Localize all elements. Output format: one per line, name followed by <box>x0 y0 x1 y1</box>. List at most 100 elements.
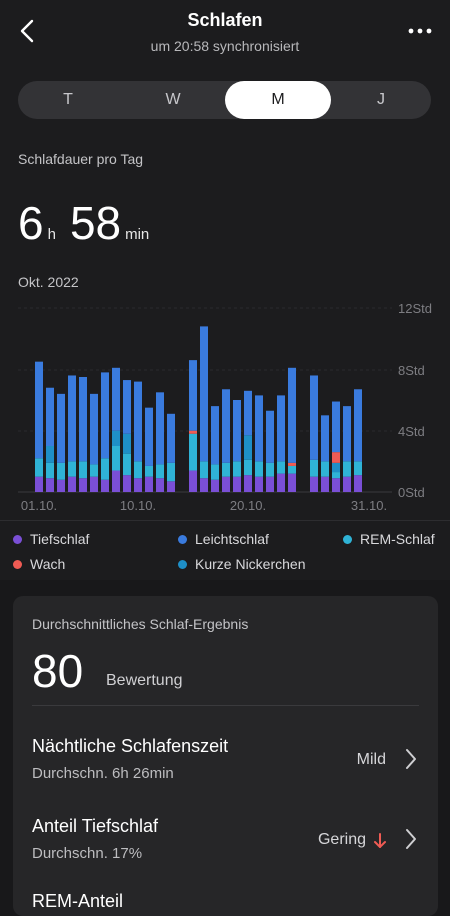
bar-segment-deep <box>112 470 120 492</box>
y-tick-label: 8Std <box>398 363 425 378</box>
bar-segment-wach <box>189 430 197 434</box>
tab-day[interactable]: T <box>63 91 73 108</box>
divider <box>32 705 419 706</box>
bar-segment-rem <box>90 464 98 477</box>
y-tick-label: 0Std <box>398 485 425 500</box>
row-value: Mild <box>356 751 386 768</box>
legend-rem: REM-Schlaf <box>343 531 435 547</box>
bar-segment-deep <box>46 478 54 492</box>
row-subtitle: Durchschn. 6h 26min <box>32 765 174 782</box>
bar-segment-rem <box>266 462 274 477</box>
bar-segment-deep <box>167 481 175 492</box>
tab-week[interactable]: W <box>165 91 181 108</box>
bar-segment-deep <box>134 478 142 492</box>
bar-segment-light <box>288 367 296 463</box>
x-tick-label: 20.10. <box>230 498 266 513</box>
sync-status: um 20:58 synchronisiert <box>150 38 300 54</box>
bar-segment-deep <box>343 476 351 492</box>
period-label: Okt. 2022 <box>18 274 79 290</box>
row-subtitle: Durchschn. 17% <box>32 845 143 862</box>
bar-segment-rem <box>156 464 164 479</box>
bar-segment-light <box>255 395 263 462</box>
legend-naps: Kurze Nickerchen <box>178 556 306 572</box>
bar-segment-wach <box>288 462 296 466</box>
bar-segment-rem <box>123 453 131 476</box>
bar-segment-light <box>68 375 76 462</box>
bar-segment-rem <box>222 462 230 477</box>
bar-segment-rem <box>46 462 54 479</box>
bar-segment-rem <box>332 472 340 479</box>
duration-hours: 6 <box>18 197 44 249</box>
bar-segment-light <box>211 406 219 465</box>
y-tick-label: 4Std <box>398 424 425 439</box>
bar-segment-light <box>145 407 153 466</box>
sleep-chart: 12Std 8Std 4Std 0Std 01.10. 10.10. 20.10. 31.10… <box>18 301 432 513</box>
chevron-right-icon <box>406 829 416 849</box>
bar-segment-deep <box>310 476 318 492</box>
bar-segment-light <box>332 401 340 453</box>
bar-segment-light <box>189 360 197 431</box>
y-tick-label: 12Std <box>398 301 432 316</box>
bar-segment-deep <box>288 473 296 492</box>
bar-segment-rem <box>211 464 219 480</box>
tab-month[interactable]: M <box>225 81 331 119</box>
bar-segment-deep <box>244 475 252 492</box>
bar-segment-deep <box>79 478 87 492</box>
bar-segment-light <box>222 389 230 463</box>
legend-label: Kurze Nickerchen <box>195 556 306 572</box>
legend-light: Leichtschlaf <box>178 531 269 547</box>
trend-down-icon <box>374 833 386 848</box>
bar-segment-wach <box>332 452 340 463</box>
bar-segment-rem <box>233 461 241 477</box>
bar-segment-rem <box>68 461 76 477</box>
bar-segment-light <box>354 389 362 462</box>
bar-segment-deep <box>123 475 131 492</box>
bar-segment-rem <box>101 458 109 480</box>
tab-year[interactable]: J <box>377 91 385 108</box>
back-arrow-icon[interactable] <box>14 16 42 46</box>
bar-segment-deep <box>90 476 98 492</box>
bar-segment-deep <box>255 476 263 492</box>
bar-segment-deep <box>68 476 76 492</box>
sleep-score-card: Durchschnittliches Schlaf-Ergebnis 80 Be… <box>13 596 438 916</box>
duration-minutes-unit: min <box>125 226 150 243</box>
bar-segment-rem <box>244 459 252 476</box>
score-value: 80 <box>32 645 84 697</box>
x-tick-label: 31.10. <box>351 498 387 513</box>
bar-segment-deep <box>35 476 43 492</box>
bar-segment-deep <box>354 475 362 492</box>
legend-dot <box>178 559 187 569</box>
legend-label: Leichtschlaf <box>195 531 269 547</box>
bar-segment-rem <box>57 462 65 480</box>
chevron-right-icon <box>406 749 416 769</box>
bar-segment-light <box>123 380 131 434</box>
sleep-duration: 6 h 58 min <box>18 196 163 250</box>
bar-segment-deep <box>189 470 197 492</box>
more-options-icon[interactable] <box>404 18 436 44</box>
bar-segment-light <box>343 406 351 462</box>
period-tabs: T W M J <box>18 81 431 119</box>
bar-segment-deep <box>211 479 219 492</box>
bar-segment-light <box>57 393 65 463</box>
bar-segment-nap <box>123 433 131 454</box>
bar-segment-rem <box>200 461 208 479</box>
bar-segment-light <box>156 392 164 465</box>
legend-dot <box>178 534 187 544</box>
bar-segment-rem <box>310 459 318 477</box>
bar-segment-deep <box>277 473 285 492</box>
bar-segment-nap <box>244 435 252 460</box>
bar-segment-deep <box>57 479 65 492</box>
bar-segment-light <box>266 410 274 463</box>
row-title: REM-Anteil <box>32 891 124 911</box>
bar-segment-light <box>46 387 54 446</box>
bar-segment-rem <box>189 433 197 471</box>
legend-label: Wach <box>30 556 66 572</box>
bar-segment-rem <box>255 461 263 477</box>
bar-segment-light <box>321 415 329 462</box>
bar-segment-light <box>244 390 252 436</box>
duration-minutes: 58 <box>69 197 122 249</box>
bar-segment-rem <box>354 461 362 476</box>
bar-segment-light <box>310 375 318 460</box>
duration-label: Schlafdauer pro Tag <box>18 151 144 167</box>
bar-segment-rem <box>145 465 153 477</box>
